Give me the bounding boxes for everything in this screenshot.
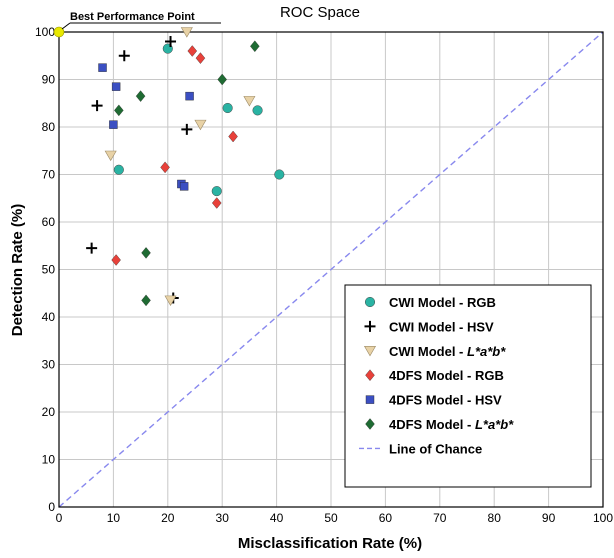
x-tick-label: 30	[216, 511, 230, 525]
best-performance-point	[53, 26, 65, 38]
legend-marker	[365, 395, 375, 404]
legend-entry: 4DFS Model - RGB	[389, 368, 504, 383]
data-point	[104, 150, 117, 162]
legend-marker	[363, 345, 377, 357]
data-point	[195, 52, 206, 64]
data-point	[217, 73, 227, 86]
legend-entry: CWI Model - HSV	[389, 319, 494, 334]
x-tick-label: 10	[107, 511, 121, 525]
legend-entry: 4DFS Model - L*a*b*	[389, 417, 514, 432]
legend-entry: CWI Model - RGB	[389, 295, 496, 310]
x-tick-label: 100	[593, 511, 613, 525]
x-tick-label: 60	[379, 511, 393, 525]
legend: CWI Model - RGB CWI Model - HSV CWI Model …	[344, 284, 592, 488]
y-tick-label: 0	[48, 500, 55, 514]
chance-line-layer	[58, 31, 604, 508]
y-tick-labels: 0 10 20 30 40 50 60 70 80 90 100	[35, 25, 55, 514]
data-point	[194, 119, 207, 131]
data-point	[222, 102, 233, 114]
data-point	[113, 164, 124, 175]
data-point	[135, 90, 146, 102]
x-tick-label: 90	[542, 511, 556, 525]
line-of-chance	[58, 31, 604, 508]
data-point	[160, 161, 170, 174]
data-point	[86, 242, 98, 254]
x-tick-label: 40	[270, 511, 284, 525]
x-tick-label: 0	[56, 511, 63, 525]
data-point	[91, 100, 103, 112]
x-tick-label: 80	[488, 511, 502, 525]
data-point	[274, 169, 285, 180]
legend-marker	[364, 296, 376, 308]
data-point	[212, 197, 222, 209]
best-performance-annotation: Best Performance Point	[53, 11, 221, 38]
legend-box	[344, 284, 592, 488]
y-tick-label: 80	[42, 120, 56, 134]
data-point	[109, 120, 118, 129]
y-tick-label: 60	[42, 215, 56, 229]
data-point	[180, 27, 193, 38]
x-tick-label: 20	[161, 511, 175, 525]
annotation-leader-line	[61, 22, 71, 30]
data-point	[118, 50, 130, 62]
y-tick-label: 20	[42, 405, 56, 419]
legend-entry: CWI Model - L*a*b*	[389, 344, 506, 359]
data-point	[243, 96, 256, 107]
x-tick-label: 70	[433, 511, 447, 525]
y-tick-label: 10	[42, 453, 56, 467]
data-point	[181, 123, 193, 135]
x-tick-labels: 0 10 20 30 40 50 60 70 80 90 100	[56, 511, 614, 525]
data-point	[179, 182, 189, 191]
y-tick-label: 40	[42, 310, 56, 324]
legend-marker	[365, 418, 375, 430]
data-point	[165, 36, 177, 47]
data-point	[228, 130, 238, 143]
y-tick-label: 30	[42, 358, 56, 372]
y-tick-label: 100	[35, 25, 55, 39]
data-point	[141, 294, 151, 307]
data-point	[164, 295, 177, 306]
data-point	[141, 247, 151, 259]
y-tick-label: 70	[42, 168, 56, 182]
data-point	[187, 45, 198, 57]
legend-entry: Line of Chance	[389, 441, 482, 456]
x-tick-label: 50	[324, 511, 338, 525]
data-point	[111, 82, 121, 91]
legend-marker	[365, 369, 375, 382]
legend-entry: 4DFS Model - HSV	[389, 393, 502, 408]
data-point	[211, 186, 222, 197]
data-point	[252, 105, 263, 116]
data-point	[114, 104, 124, 117]
annotation-label: Best Performance Point	[70, 11, 195, 23]
x-axis-label: Misclassification Rate (%)	[238, 535, 422, 552]
data-point	[111, 254, 121, 266]
y-tick-label: 90	[42, 73, 56, 87]
data-point	[185, 91, 194, 101]
y-tick-label: 50	[42, 263, 56, 277]
data-points	[86, 27, 285, 307]
data-point	[250, 40, 260, 53]
plot-frame	[58, 31, 604, 508]
chart-title: ROC Space	[280, 4, 360, 21]
data-point	[98, 63, 107, 72]
y-axis-label: Detection Rate (%)	[9, 204, 26, 337]
legend-marker	[364, 320, 376, 332]
